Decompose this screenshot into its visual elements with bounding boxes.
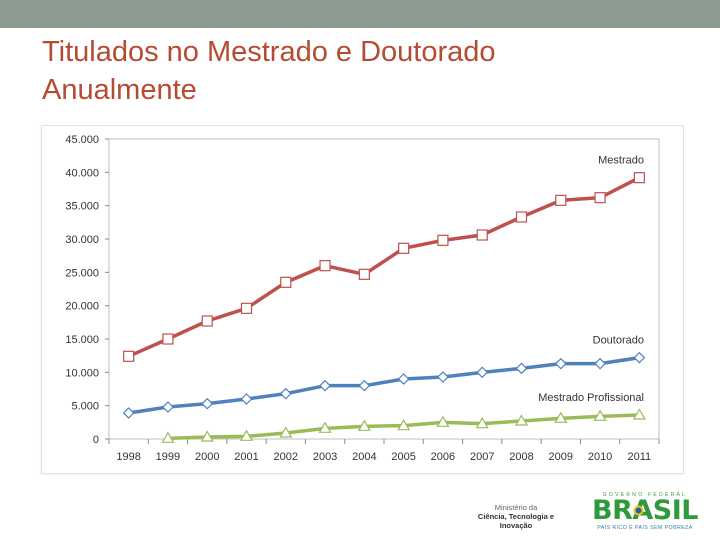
line-chart: 0 5.000 10.000 15.000 20.000 25.000 30.000 35.0… xyxy=(65,134,660,463)
data-point-square xyxy=(201,315,213,327)
ministry-line-2: Ciência, Tecnologia e xyxy=(477,512,555,521)
data-point-square xyxy=(555,194,567,206)
x-tick-label: 2001 xyxy=(234,451,258,463)
data-point-square xyxy=(515,211,528,223)
series-label: Doutorado xyxy=(593,335,644,347)
data-point-square xyxy=(358,268,370,280)
data-point-square xyxy=(398,242,410,254)
data-point-triangle xyxy=(397,418,411,431)
x-tick-label: 2002 xyxy=(274,451,298,463)
x-tick-label: 2009 xyxy=(549,451,573,463)
slide-title-line-1: Titulados no Mestrado e Doutorado xyxy=(42,36,496,68)
top-header-bar xyxy=(0,0,720,28)
slide-title: Titulados no Mestrado e Doutorado Anualm… xyxy=(42,33,642,109)
brasil-top-text: GOVERNO FEDERAL xyxy=(602,492,688,498)
data-point-diamond xyxy=(594,357,606,370)
brasil-wordmark: BRASIL xyxy=(592,495,698,526)
ministry-line-3: Inovação xyxy=(499,521,533,530)
y-tick-label: 5.000 xyxy=(71,401,99,413)
chart-series xyxy=(122,172,646,443)
data-point-triangle xyxy=(554,411,568,423)
x-tick-label: 2005 xyxy=(391,451,415,463)
series-label: Mestrado Profissional xyxy=(538,392,644,404)
data-point-square xyxy=(162,333,174,345)
data-point-diamond xyxy=(122,407,135,419)
data-point-diamond xyxy=(633,351,646,364)
data-point-diamond xyxy=(201,397,214,410)
data-point-triangle xyxy=(200,430,214,442)
data-point-square xyxy=(240,302,253,314)
data-point-square xyxy=(319,260,331,272)
data-point-diamond xyxy=(240,393,253,405)
ministry-logo: Ministério da Ciência, Tecnologia e Inov… xyxy=(466,503,566,530)
data-point-triangle xyxy=(593,409,607,421)
chart-axes: 0 5.000 10.000 15.000 20.000 25.000 30.000 35.0… xyxy=(65,134,660,463)
x-tick-label: 2011 xyxy=(628,451,652,463)
data-point-square xyxy=(437,234,449,246)
data-point-diamond xyxy=(319,379,331,392)
data-point-triangle xyxy=(475,416,489,429)
x-tick-label: 1999 xyxy=(156,451,180,463)
x-tick-label: 2007 xyxy=(470,451,494,463)
data-point-triangle xyxy=(318,421,332,433)
y-tick-label: 10.000 xyxy=(65,367,99,379)
data-point-diamond xyxy=(476,366,489,379)
data-point-triangle xyxy=(436,415,450,427)
data-point-triangle xyxy=(357,419,371,431)
y-tick-label: 25.000 xyxy=(65,267,99,279)
y-tick-label: 0 xyxy=(93,434,99,446)
data-point-diamond xyxy=(358,379,371,392)
data-point-diamond xyxy=(515,362,528,375)
data-point-diamond xyxy=(437,371,449,383)
series-line-doutorado xyxy=(128,355,640,415)
y-tick-label: 30.000 xyxy=(65,234,99,246)
x-tick-label: 2000 xyxy=(195,451,219,463)
y-tick-label: 15.000 xyxy=(65,334,99,346)
x-tick-label: 2008 xyxy=(509,451,533,463)
data-point-triangle xyxy=(279,426,293,438)
series-line-mestrado xyxy=(127,176,641,358)
brazil-flag-icon xyxy=(633,505,644,516)
data-point-square xyxy=(633,172,645,184)
x-tick-label: 2006 xyxy=(431,451,455,463)
data-point-triangle xyxy=(514,414,529,426)
data-point-diamond xyxy=(554,357,567,370)
ministry-line-1: Ministério da xyxy=(494,503,538,512)
data-point-diamond xyxy=(162,401,174,413)
slide-title-line-2: Anualmente xyxy=(42,74,197,106)
data-point-square xyxy=(280,276,292,288)
brasil-slogan: PAÍS RICO É PAÍS SEM POBREZA xyxy=(597,525,693,531)
series-label: Mestrado xyxy=(598,155,644,167)
x-tick-label: 2004 xyxy=(352,451,376,463)
data-point-diamond xyxy=(397,373,410,385)
y-tick-label: 35.000 xyxy=(65,201,99,213)
data-point-square xyxy=(476,229,488,241)
x-tick-label: 2003 xyxy=(313,451,337,463)
governo-federal-brasil-logo: GOVERNO FEDERAL BRASIL PAÍS RICO É PAÍS … xyxy=(580,492,710,534)
data-point-square xyxy=(123,350,135,362)
data-point-triangle xyxy=(239,429,254,441)
y-tick-label: 45.000 xyxy=(65,134,99,146)
x-tick-label: 2010 xyxy=(588,451,612,463)
data-point-square xyxy=(594,192,606,204)
y-tick-label: 20.000 xyxy=(65,301,99,313)
data-point-triangle xyxy=(161,431,175,443)
x-tick-label: 1998 xyxy=(116,451,140,463)
data-point-triangle xyxy=(632,408,646,420)
chart-frame: 0 5.000 10.000 15.000 20.000 25.000 30.000 35.0… xyxy=(42,126,683,473)
chart-series-labels: Mestrado Doutorado Mestrado Profissional xyxy=(538,155,644,404)
y-tick-label: 40.000 xyxy=(65,167,99,179)
data-point-diamond xyxy=(279,387,292,400)
